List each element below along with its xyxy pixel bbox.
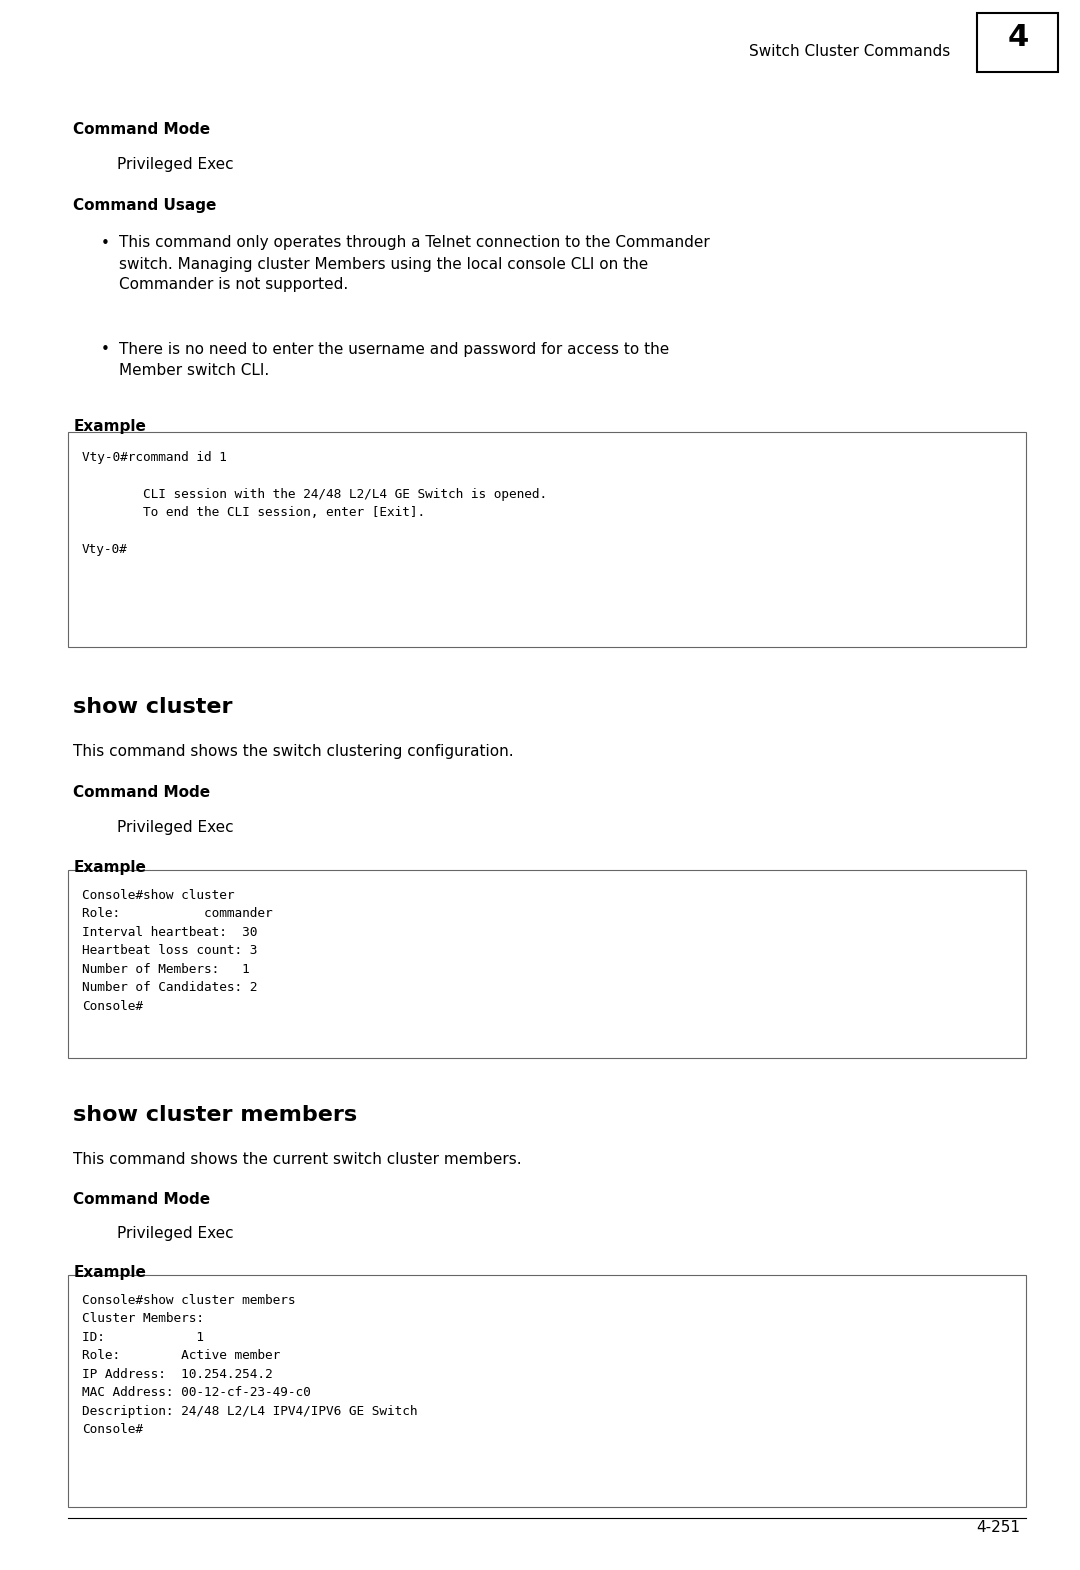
FancyBboxPatch shape <box>977 13 1058 72</box>
Text: Privileged Exec: Privileged Exec <box>117 157 233 173</box>
Text: This command shows the switch clustering configuration.: This command shows the switch clustering… <box>73 744 514 760</box>
Text: Privileged Exec: Privileged Exec <box>117 820 233 835</box>
Text: Command Usage: Command Usage <box>73 198 217 214</box>
Text: Example: Example <box>73 1265 146 1281</box>
Text: This command only operates through a Telnet connection to the Commander
switch. : This command only operates through a Tel… <box>119 236 710 292</box>
Text: Command Mode: Command Mode <box>73 122 211 138</box>
Text: 4: 4 <box>1008 24 1028 52</box>
FancyBboxPatch shape <box>68 1275 1026 1507</box>
Text: Command Mode: Command Mode <box>73 1192 211 1207</box>
FancyBboxPatch shape <box>68 870 1026 1058</box>
Text: show cluster: show cluster <box>73 697 233 717</box>
Text: Console#show cluster
Role:           commander
Interval heartbeat:  30
Heartbeat: Console#show cluster Role: commander Int… <box>82 889 273 1013</box>
FancyBboxPatch shape <box>68 432 1026 647</box>
Text: •: • <box>100 342 109 358</box>
Text: 4-251: 4-251 <box>976 1520 1021 1535</box>
Text: Example: Example <box>73 419 146 435</box>
Text: show cluster members: show cluster members <box>73 1105 357 1126</box>
Text: •: • <box>100 236 109 251</box>
Text: This command shows the current switch cluster members.: This command shows the current switch cl… <box>73 1152 522 1168</box>
Text: Console#show cluster members
Cluster Members:
ID:            1
Role:        Acti: Console#show cluster members Cluster Mem… <box>82 1294 418 1437</box>
Text: Vty-0#rcommand id 1

        CLI session with the 24/48 L2/L4 GE Switch is opene: Vty-0#rcommand id 1 CLI session with the… <box>82 451 548 556</box>
Text: Switch Cluster Commands: Switch Cluster Commands <box>750 44 950 60</box>
Text: Privileged Exec: Privileged Exec <box>117 1226 233 1242</box>
Text: Example: Example <box>73 860 146 876</box>
Text: Command Mode: Command Mode <box>73 785 211 801</box>
Text: There is no need to enter the username and password for access to the
Member swi: There is no need to enter the username a… <box>119 342 669 378</box>
